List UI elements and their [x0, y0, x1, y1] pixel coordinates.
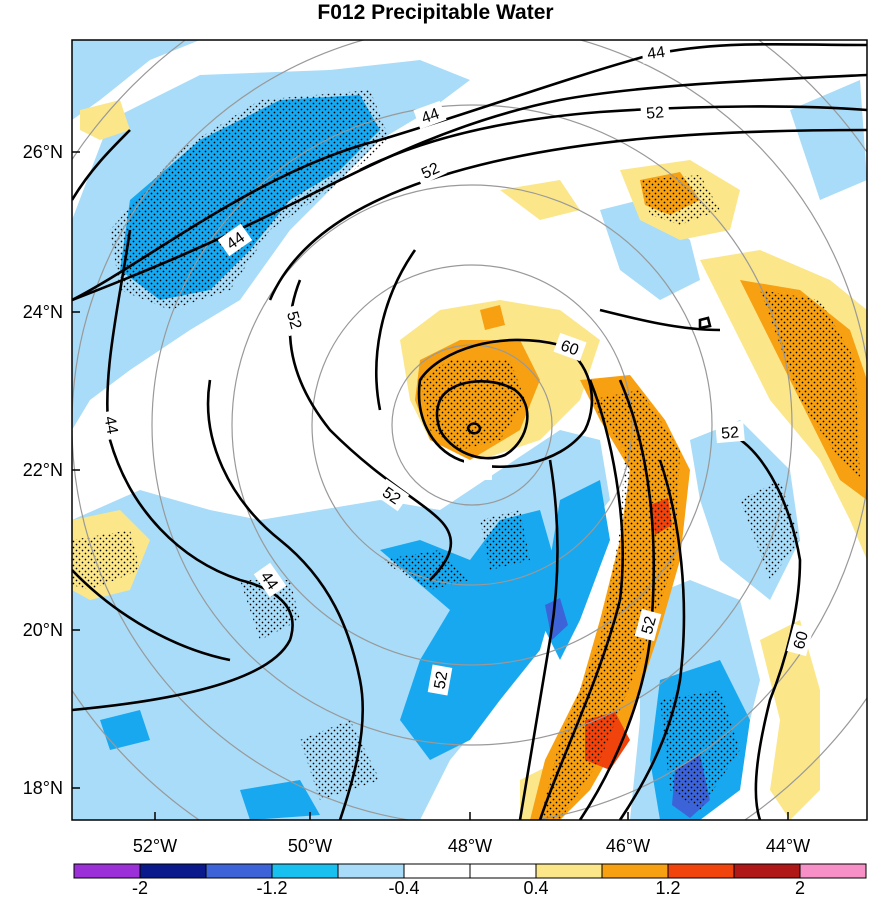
colorbar-label: 2	[795, 878, 805, 898]
colorbar-label: -2	[132, 878, 148, 898]
lon-label-52w: 52°W	[133, 836, 177, 856]
colorbar	[73, 863, 867, 879]
colorbar-labels: -2 -1.2 -0.4 0.4 1.2 2	[132, 878, 805, 898]
contour-label: 60	[791, 629, 812, 651]
lat-label-26n: 26°N	[23, 142, 63, 162]
colorbar-cell	[73, 863, 141, 879]
colorbar-cell	[469, 863, 537, 879]
contour-label: 60	[558, 337, 581, 359]
colorbar-label: 1.2	[655, 878, 680, 898]
colorbar-cell	[601, 863, 669, 879]
colorbar-label: -1.2	[256, 878, 287, 898]
lat-label-20n: 20°N	[23, 620, 63, 640]
latitude-axis: 26°N 24°N 22°N 20°N 18°N	[23, 142, 80, 798]
lon-label-44w: 44°W	[766, 836, 810, 856]
colorbar-cell	[799, 863, 867, 879]
contour-label: 52	[283, 310, 304, 332]
colorbar-cell	[535, 863, 603, 879]
colorbar-cell	[205, 863, 273, 879]
colorbar-cell	[667, 863, 735, 879]
lat-label-18n: 18°N	[23, 778, 63, 798]
colorbar-label: 0.4	[523, 878, 548, 898]
contour-label: 44	[419, 105, 442, 127]
lat-label-22n: 22°N	[23, 460, 63, 480]
colorbar-label: -0.4	[388, 878, 419, 898]
lat-label-24n: 24°N	[23, 302, 63, 322]
colorbar-cell	[733, 863, 801, 879]
lon-label-46w: 46°W	[606, 836, 650, 856]
chart-title: F012 Precipitable Water	[317, 1, 554, 24]
colorbar-cell	[337, 863, 405, 879]
colorbar-cell	[139, 863, 207, 879]
colorbar-cell	[403, 863, 471, 879]
lon-label-48w: 48°W	[448, 836, 492, 856]
contour-label: 52	[721, 424, 740, 442]
lon-label-50w: 50°W	[288, 836, 332, 856]
longitude-axis: 52°W 50°W 48°W 46°W 44°W	[133, 812, 810, 856]
contour-labels: 44 44 44 44 44 52 52 52 52 52 52 52 60 6…	[99, 40, 814, 696]
contour-label: 52	[432, 670, 452, 691]
contour-label: 44	[101, 415, 121, 436]
contour-label: 44	[646, 44, 666, 63]
contour-label: 52	[646, 104, 665, 122]
contour-label: 52	[419, 160, 442, 183]
colorbar-cell	[271, 863, 339, 879]
contour-label: 52	[639, 614, 660, 636]
